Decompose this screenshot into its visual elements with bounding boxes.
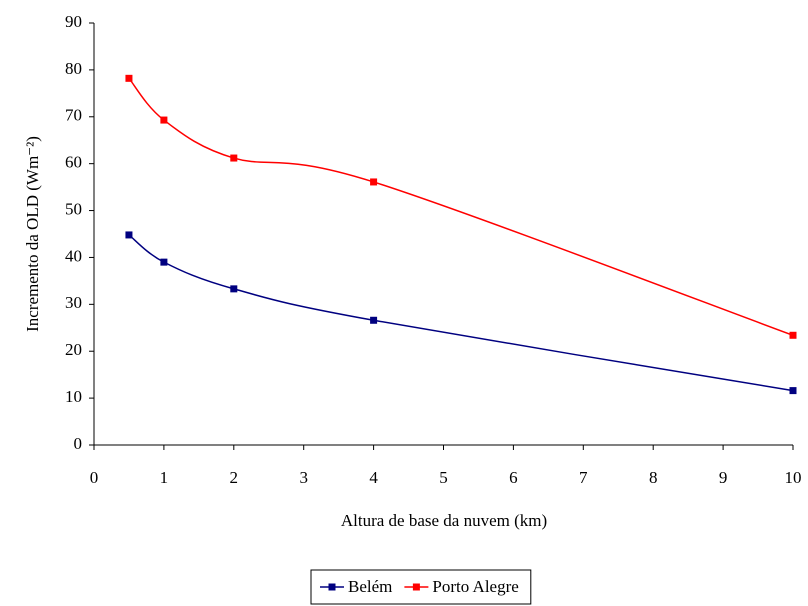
y-tick-label: 60 (65, 153, 82, 172)
x-tick-label: 10 (785, 468, 802, 487)
point-marker (789, 387, 797, 395)
x-tick-label: 7 (579, 468, 588, 487)
x-tick-label: 5 (439, 468, 448, 487)
x-tick-label: 3 (299, 468, 308, 487)
y-tick-label: 0 (74, 434, 83, 453)
point-marker (160, 258, 168, 266)
x-tick-label: 9 (719, 468, 728, 487)
point-marker (370, 316, 378, 324)
point-marker (125, 74, 133, 82)
x-tick-label: 2 (230, 468, 239, 487)
y-tick-label: 80 (65, 59, 82, 78)
y-tick-label: 50 (65, 199, 82, 218)
point-marker (789, 331, 797, 339)
legend-marker (412, 583, 420, 591)
series-line (128, 77, 794, 336)
x-tick-label: 1 (160, 468, 169, 487)
y-tick-label: 10 (65, 387, 82, 406)
point-marker (230, 285, 238, 293)
x-tick-label: 6 (509, 468, 518, 487)
y-tick-label: 40 (65, 246, 82, 265)
y-tick-label: 90 (65, 12, 82, 31)
x-tick-label: 0 (90, 468, 99, 487)
x-tick-label: 8 (649, 468, 658, 487)
y-tick-label: 30 (65, 293, 82, 312)
legend-label: Porto Alegre (432, 577, 518, 596)
y-axis-label: Incremento da OLD (Wm⁻²) (23, 136, 42, 332)
point-marker (230, 154, 238, 162)
y-tick-label: 70 (65, 106, 82, 125)
point-marker (125, 231, 133, 239)
point-marker (370, 178, 378, 186)
point-marker (160, 116, 168, 124)
x-tick-label: 4 (369, 468, 378, 487)
x-axis-label: Altura de base da nuvem (km) (341, 511, 547, 530)
y-tick-label: 20 (65, 340, 82, 359)
series-line (128, 234, 794, 392)
legend-label: Belém (348, 577, 392, 596)
legend-marker (328, 583, 336, 591)
